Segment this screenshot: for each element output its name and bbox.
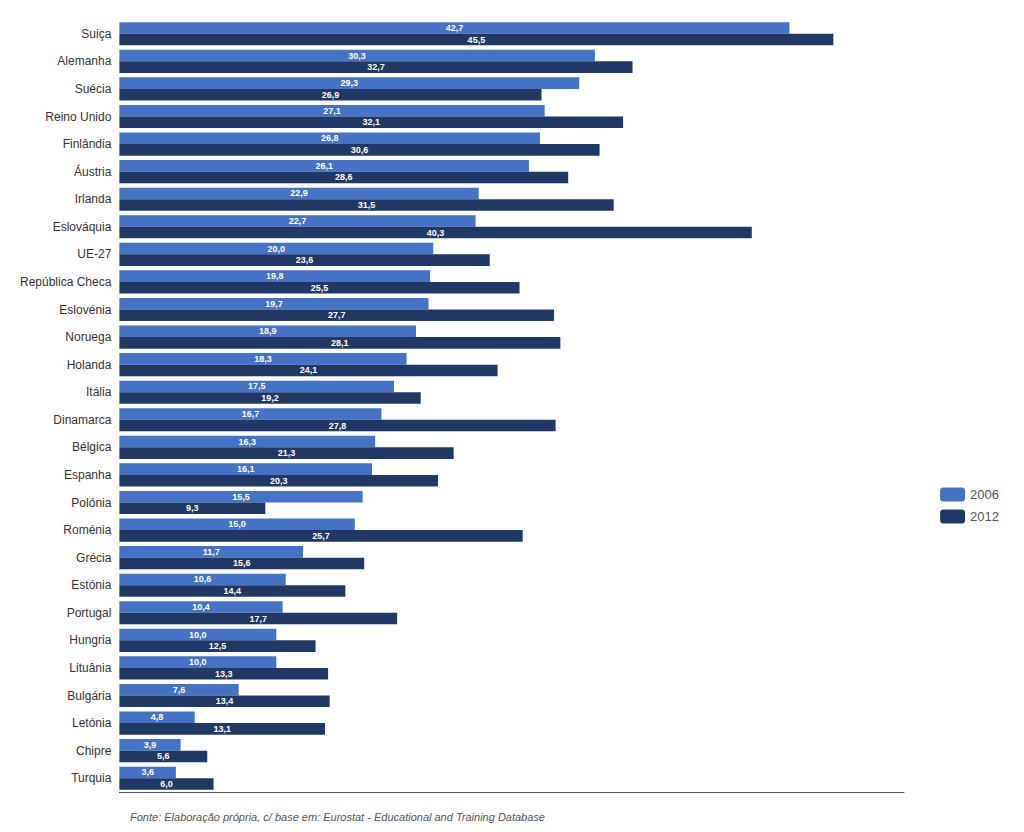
svg-text:32,7: 32,7 — [367, 62, 385, 72]
svg-text:26,8: 26,8 — [321, 133, 339, 143]
svg-text:15,5: 15,5 — [232, 492, 250, 502]
svg-text:18,3: 18,3 — [254, 354, 272, 364]
svg-text:24,1: 24,1 — [300, 365, 318, 375]
svg-text:7,6: 7,6 — [173, 685, 186, 695]
svg-text:20,3: 20,3 — [270, 476, 288, 486]
svg-text:19,8: 19,8 — [266, 271, 284, 281]
svg-text:40,3: 40,3 — [427, 228, 445, 238]
svg-text:Suiça: Suiça — [81, 27, 111, 41]
svg-text:13,3: 13,3 — [215, 669, 233, 679]
svg-text:Finlândia: Finlândia — [63, 137, 112, 151]
svg-text:30,6: 30,6 — [351, 145, 369, 155]
svg-text:4,8: 4,8 — [151, 712, 164, 722]
svg-text:19,2: 19,2 — [261, 393, 279, 403]
svg-text:Fonte: Elaboração própria, c/: Fonte: Elaboração própria, c/ base em: E… — [130, 811, 545, 823]
svg-text:Grécia: Grécia — [76, 551, 112, 565]
svg-text:Suécia: Suécia — [75, 82, 112, 96]
svg-text:11,7: 11,7 — [203, 547, 220, 557]
svg-text:Bélgica: Bélgica — [72, 440, 112, 454]
svg-text:10,6: 10,6 — [194, 574, 212, 584]
svg-text:17,7: 17,7 — [249, 614, 267, 624]
svg-text:Letónia: Letónia — [72, 716, 112, 730]
svg-text:18,9: 18,9 — [259, 326, 277, 336]
svg-text:27,8: 27,8 — [329, 421, 347, 431]
svg-text:Hungria: Hungria — [69, 633, 111, 647]
svg-text:Eslovénia: Eslovénia — [59, 303, 111, 317]
svg-text:28,1: 28,1 — [331, 338, 349, 348]
svg-text:16,3: 16,3 — [239, 437, 257, 447]
svg-text:17,5: 17,5 — [248, 381, 266, 391]
svg-text:28,6: 28,6 — [335, 172, 353, 182]
svg-text:10,4: 10,4 — [192, 602, 210, 612]
svg-text:42,7: 42,7 — [446, 23, 464, 33]
svg-text:Estónia: Estónia — [71, 578, 111, 592]
svg-text:Polónia: Polónia — [71, 496, 111, 510]
svg-text:UE-27: UE-27 — [77, 247, 111, 261]
svg-text:26,1: 26,1 — [315, 161, 333, 171]
svg-text:32,1: 32,1 — [362, 117, 380, 127]
svg-text:Eslováquia: Eslováquia — [53, 220, 112, 234]
svg-text:Reino Unido: Reino Unido — [45, 110, 111, 124]
svg-text:3,6: 3,6 — [141, 767, 154, 777]
svg-text:13,1: 13,1 — [213, 724, 231, 734]
svg-text:República Checa: República Checa — [20, 275, 112, 289]
svg-text:15,6: 15,6 — [233, 558, 251, 568]
svg-text:25,5: 25,5 — [311, 283, 329, 293]
svg-text:Dinamarca: Dinamarca — [53, 413, 111, 427]
svg-text:25,7: 25,7 — [312, 531, 330, 541]
svg-text:22,7: 22,7 — [289, 216, 307, 226]
svg-text:13,4: 13,4 — [216, 696, 234, 706]
svg-text:9,3: 9,3 — [186, 503, 199, 513]
svg-text:16,7: 16,7 — [242, 409, 260, 419]
svg-text:31,5: 31,5 — [358, 200, 376, 210]
svg-text:10,0: 10,0 — [189, 657, 207, 667]
svg-text:19,7: 19,7 — [265, 299, 283, 309]
svg-text:Noruega: Noruega — [65, 330, 111, 344]
svg-text:Bulgária: Bulgária — [67, 689, 111, 703]
svg-text:Lituânia: Lituânia — [69, 661, 111, 675]
svg-text:30,3: 30,3 — [348, 51, 366, 61]
svg-text:Turquia: Turquia — [71, 771, 112, 785]
svg-text:Itália: Itália — [86, 385, 112, 399]
svg-text:45,5: 45,5 — [468, 35, 486, 45]
svg-text:2006: 2006 — [970, 487, 999, 502]
svg-text:10,0: 10,0 — [189, 630, 207, 640]
svg-text:6,0: 6,0 — [160, 779, 173, 789]
svg-text:Chipre: Chipre — [76, 744, 112, 758]
svg-text:29,3: 29,3 — [341, 78, 359, 88]
svg-text:16,1: 16,1 — [237, 464, 255, 474]
svg-text:20,0: 20,0 — [268, 244, 286, 254]
svg-text:23,6: 23,6 — [296, 255, 314, 265]
svg-text:Alemanha: Alemanha — [57, 54, 111, 68]
svg-text:15,0: 15,0 — [228, 519, 246, 529]
svg-text:14,4: 14,4 — [224, 586, 242, 596]
svg-text:5,6: 5,6 — [157, 751, 170, 761]
svg-text:3,9: 3,9 — [144, 740, 157, 750]
svg-text:Holanda: Holanda — [67, 358, 112, 372]
svg-text:Irlanda: Irlanda — [75, 192, 112, 206]
svg-text:Portugal: Portugal — [67, 606, 112, 620]
svg-text:21,3: 21,3 — [278, 448, 296, 458]
svg-text:Roménia: Roménia — [63, 523, 111, 537]
svg-text:27,1: 27,1 — [323, 106, 341, 116]
svg-text:Espanha: Espanha — [64, 468, 112, 482]
svg-text:2012: 2012 — [970, 509, 999, 524]
svg-text:Áustria: Áustria — [74, 164, 112, 179]
svg-text:26,9: 26,9 — [322, 90, 340, 100]
svg-text:12,5: 12,5 — [209, 641, 227, 651]
svg-text:22,9: 22,9 — [290, 188, 308, 198]
svg-text:27,7: 27,7 — [328, 310, 346, 320]
